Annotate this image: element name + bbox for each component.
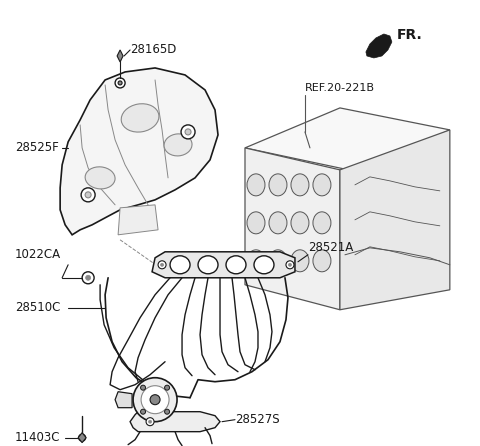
Ellipse shape — [269, 174, 287, 196]
Ellipse shape — [313, 174, 331, 196]
Text: 1022CA: 1022CA — [15, 248, 61, 261]
Circle shape — [165, 409, 169, 414]
Circle shape — [146, 418, 154, 425]
Circle shape — [141, 386, 169, 414]
Circle shape — [141, 409, 145, 414]
Ellipse shape — [254, 256, 274, 274]
Circle shape — [286, 261, 294, 269]
Circle shape — [185, 129, 191, 135]
Text: REF.20-221B: REF.20-221B — [305, 83, 375, 93]
Polygon shape — [245, 148, 340, 310]
Circle shape — [158, 261, 166, 269]
Ellipse shape — [291, 174, 309, 196]
Ellipse shape — [198, 256, 218, 274]
Circle shape — [141, 385, 145, 390]
Circle shape — [118, 81, 122, 85]
Polygon shape — [366, 34, 392, 58]
Polygon shape — [117, 50, 123, 62]
Ellipse shape — [170, 256, 190, 274]
Circle shape — [79, 434, 85, 441]
Text: 28527S: 28527S — [235, 413, 280, 426]
Text: FR.: FR. — [397, 28, 422, 42]
Circle shape — [85, 192, 91, 198]
Circle shape — [85, 275, 91, 280]
Ellipse shape — [226, 256, 246, 274]
Ellipse shape — [269, 250, 287, 272]
Text: 28165D: 28165D — [130, 43, 177, 57]
Circle shape — [115, 78, 125, 88]
Ellipse shape — [121, 104, 159, 132]
Polygon shape — [118, 205, 158, 235]
Circle shape — [82, 272, 94, 284]
Circle shape — [150, 395, 160, 405]
Ellipse shape — [247, 212, 265, 234]
Text: 28510C: 28510C — [15, 301, 60, 314]
Polygon shape — [245, 108, 450, 172]
Circle shape — [161, 263, 164, 266]
Circle shape — [165, 385, 169, 390]
Circle shape — [288, 263, 291, 266]
Ellipse shape — [313, 250, 331, 272]
Circle shape — [181, 125, 195, 139]
Polygon shape — [130, 412, 220, 432]
Circle shape — [81, 188, 95, 202]
Polygon shape — [60, 68, 218, 235]
Text: 28521A: 28521A — [308, 241, 353, 254]
Polygon shape — [78, 433, 86, 443]
Ellipse shape — [269, 212, 287, 234]
Polygon shape — [115, 392, 132, 408]
Circle shape — [149, 420, 152, 423]
Text: 11403C: 11403C — [15, 431, 60, 444]
Ellipse shape — [313, 212, 331, 234]
Ellipse shape — [291, 250, 309, 272]
Ellipse shape — [247, 174, 265, 196]
Ellipse shape — [247, 250, 265, 272]
Ellipse shape — [85, 167, 115, 189]
Circle shape — [133, 378, 177, 421]
Ellipse shape — [164, 134, 192, 156]
Ellipse shape — [291, 212, 309, 234]
Polygon shape — [152, 252, 295, 278]
Text: 28525F: 28525F — [15, 141, 59, 154]
Polygon shape — [340, 130, 450, 310]
